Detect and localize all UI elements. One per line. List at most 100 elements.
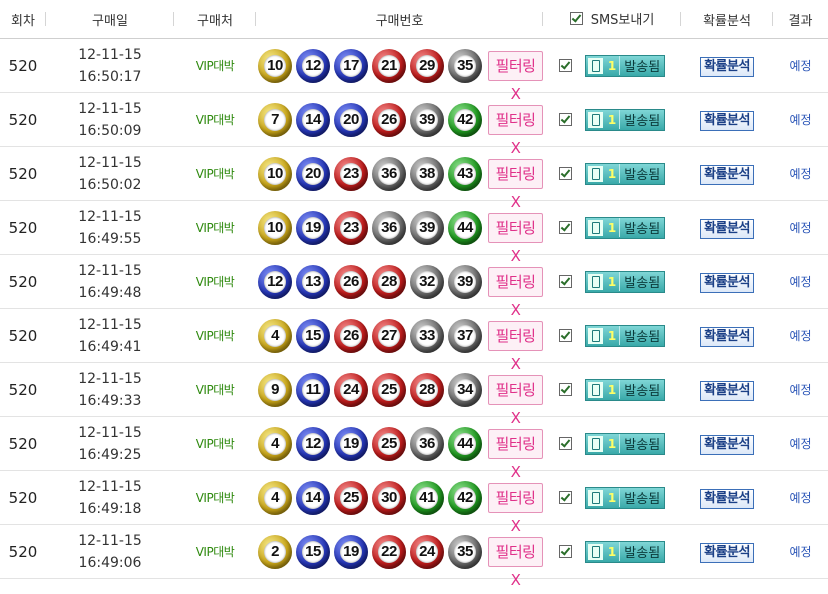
purchase-time: 16:50:17 bbox=[78, 68, 142, 85]
purchase-date: 12-11-15 bbox=[78, 46, 142, 63]
table-row: 520 12-11-15 16:50:17 VIP대박 10 12 17 21 29 35… bbox=[0, 38, 828, 103]
sms-count: 1 bbox=[607, 328, 617, 343]
result-cell: 예정 bbox=[773, 470, 828, 525]
analysis-button[interactable]: 확률분석 bbox=[700, 542, 754, 563]
purchase-date: 12-11-15 bbox=[78, 262, 142, 279]
table-row: 520 12-11-15 16:49:33 VIP대박 9 11 24 25 28 34 필… bbox=[0, 362, 828, 427]
sms-checkbox[interactable] bbox=[558, 545, 572, 558]
date-cell: 12-11-15 16:49:48 bbox=[46, 254, 174, 309]
lotto-ball: 4 bbox=[258, 480, 292, 515]
filter-button[interactable]: 필터링X bbox=[488, 320, 543, 373]
filter-button[interactable]: 필터링X bbox=[488, 212, 543, 265]
sms-checkbox[interactable] bbox=[558, 59, 572, 72]
round-cell: 520 bbox=[0, 200, 46, 255]
lotto-ball: 10 bbox=[258, 48, 292, 83]
purchase-history-table: 회차 구매일 구매처 구매번호 SMS보내기 확률분석 결과 520 12-11… bbox=[0, 0, 828, 579]
date-cell: 12-11-15 16:50:09 bbox=[46, 92, 174, 147]
store-cell: VIP대박 bbox=[174, 254, 256, 309]
filter-button[interactable]: 필터링X bbox=[488, 104, 543, 157]
sms-sent-button[interactable]: 1 발송됨 bbox=[584, 432, 666, 455]
date-cell: 12-11-15 16:49:33 bbox=[46, 362, 174, 417]
lotto-ball: 42 bbox=[448, 480, 482, 515]
sms-sent-button[interactable]: 1 발송됨 bbox=[584, 486, 666, 509]
store-cell: VIP대박 bbox=[174, 362, 256, 417]
date-cell: 12-11-15 16:50:02 bbox=[46, 146, 174, 201]
sms-sent-button[interactable]: 1 발송됨 bbox=[584, 270, 666, 293]
sms-checkbox[interactable] bbox=[558, 221, 572, 234]
sms-checkbox[interactable] bbox=[558, 329, 572, 342]
table-row: 520 12-11-15 16:49:41 VIP대박 4 15 26 27 33 37 필… bbox=[0, 308, 828, 373]
sms-sent-button[interactable]: 1 발송됨 bbox=[584, 54, 666, 77]
lotto-ball: 38 bbox=[410, 156, 444, 191]
sms-sent-button[interactable]: 1 발송됨 bbox=[584, 378, 666, 401]
lotto-ball: 30 bbox=[372, 480, 406, 515]
sms-checkbox[interactable] bbox=[558, 113, 572, 126]
filter-button[interactable]: 필터링X bbox=[488, 482, 543, 535]
sms-checkbox[interactable] bbox=[558, 491, 572, 504]
date-cell: 12-11-15 16:49:18 bbox=[46, 470, 174, 525]
sms-sent-button[interactable]: 1 발송됨 bbox=[584, 108, 666, 131]
sms-checkbox[interactable] bbox=[558, 167, 572, 180]
round-cell: 520 bbox=[0, 524, 46, 579]
sms-count: 1 bbox=[607, 544, 617, 559]
lotto-ball: 36 bbox=[372, 210, 406, 245]
analysis-button[interactable]: 확률분석 bbox=[700, 164, 754, 185]
sms-sent-button[interactable]: 1 발송됨 bbox=[584, 540, 666, 563]
table-row: 520 12-11-15 16:49:06 VIP대박 2 15 19 22 24 35 필… bbox=[0, 524, 828, 589]
filter-button[interactable]: 필터링X bbox=[488, 536, 543, 589]
lotto-ball: 36 bbox=[410, 426, 444, 461]
filter-button[interactable]: 필터링X bbox=[488, 50, 543, 103]
lotto-ball: 19 bbox=[334, 534, 368, 569]
filter-button[interactable]: 필터링X bbox=[488, 374, 543, 427]
select-all-checkbox[interactable] bbox=[569, 12, 583, 25]
analysis-button[interactable]: 확률분석 bbox=[700, 380, 754, 401]
analysis-button[interactable]: 확률분석 bbox=[700, 272, 754, 293]
filter-button[interactable]: 필터링X bbox=[488, 158, 543, 211]
analysis-cell: 확률분석 bbox=[681, 92, 773, 147]
analysis-cell: 확률분석 bbox=[681, 470, 773, 525]
sms-sent-button[interactable]: 1 발송됨 bbox=[584, 162, 666, 185]
sms-checkbox[interactable] bbox=[558, 437, 572, 450]
sms-cell: 1 발송됨 bbox=[543, 92, 681, 147]
filter-button[interactable]: 필터링X bbox=[488, 428, 543, 481]
analysis-button[interactable]: 확률분석 bbox=[700, 434, 754, 455]
lotto-ball: 24 bbox=[334, 372, 368, 407]
lotto-ball: 12 bbox=[296, 48, 330, 83]
sms-status: 발송됨 bbox=[619, 164, 664, 183]
round-cell: 520 bbox=[0, 362, 46, 417]
table-row: 520 12-11-15 16:49:25 VIP대박 4 12 19 25 36 44 필… bbox=[0, 416, 828, 481]
lotto-ball: 25 bbox=[334, 480, 368, 515]
sms-cell: 1 발송됨 bbox=[543, 38, 681, 93]
lotto-ball: 44 bbox=[448, 426, 482, 461]
analysis-cell: 확률분석 bbox=[681, 254, 773, 309]
purchase-time: 16:49:18 bbox=[78, 500, 142, 517]
phone-icon bbox=[587, 327, 603, 344]
header-round: 회차 bbox=[0, 0, 46, 39]
sms-checkbox[interactable] bbox=[558, 383, 572, 396]
lotto-ball: 37 bbox=[448, 318, 482, 353]
store-cell: VIP대박 bbox=[174, 92, 256, 147]
lotto-ball: 26 bbox=[372, 102, 406, 137]
analysis-button[interactable]: 확률분석 bbox=[700, 488, 754, 509]
analysis-button[interactable]: 확률분석 bbox=[700, 326, 754, 347]
lotto-ball: 15 bbox=[296, 534, 330, 569]
sms-cell: 1 발송됨 bbox=[543, 362, 681, 417]
sms-sent-button[interactable]: 1 발송됨 bbox=[584, 324, 666, 347]
analysis-cell: 확률분석 bbox=[681, 308, 773, 363]
purchase-time: 16:49:48 bbox=[78, 284, 142, 301]
purchase-time: 16:49:55 bbox=[78, 230, 142, 247]
header-analysis: 확률분석 bbox=[681, 0, 773, 39]
analysis-button[interactable]: 확률분석 bbox=[700, 110, 754, 131]
lotto-ball: 42 bbox=[448, 102, 482, 137]
sms-sent-button[interactable]: 1 발송됨 bbox=[584, 216, 666, 239]
numbers-cell: 10 19 23 36 39 44 필터링X bbox=[256, 200, 543, 265]
analysis-button[interactable]: 확률분석 bbox=[700, 56, 754, 77]
sms-count: 1 bbox=[607, 220, 617, 235]
analysis-button[interactable]: 확률분석 bbox=[700, 218, 754, 239]
sms-checkbox[interactable] bbox=[558, 275, 572, 288]
result-cell: 예정 bbox=[773, 308, 828, 363]
filter-button[interactable]: 필터링X bbox=[488, 266, 543, 319]
date-cell: 12-11-15 16:49:25 bbox=[46, 416, 174, 471]
table-header-row: 회차 구매일 구매처 구매번호 SMS보내기 확률분석 결과 bbox=[0, 0, 828, 39]
lotto-ball: 28 bbox=[410, 372, 444, 407]
